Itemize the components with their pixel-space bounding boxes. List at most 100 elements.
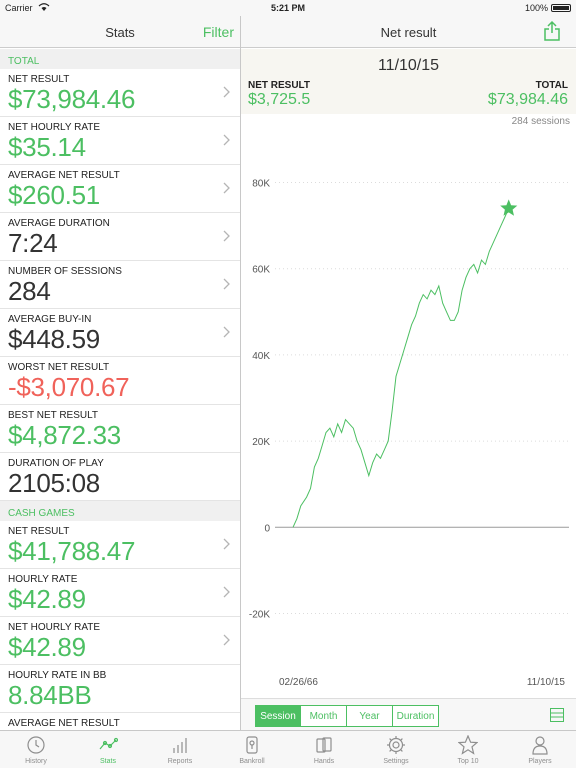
y-tick-label: 80K: [252, 178, 270, 189]
stat-row[interactable]: HOURLY RATE $42.89: [0, 569, 240, 617]
gear-icon: [387, 736, 405, 754]
bankroll-icon: [246, 736, 258, 754]
stat-row: AVERAGE NET RESULT: [0, 713, 240, 730]
segment-year[interactable]: Year: [346, 705, 393, 727]
chevron-right-icon: [223, 182, 230, 194]
last-point-star-marker: [500, 199, 518, 216]
stat-value: $73,984.46: [8, 84, 136, 114]
stats-icon: [99, 737, 118, 750]
stat-label: NET RESULT: [8, 526, 70, 537]
total-value: $73,984.46: [487, 91, 568, 108]
y-tick-label: 40K: [252, 351, 270, 362]
bar-chart-icon: [173, 738, 187, 753]
y-tick-label: 0: [264, 523, 270, 534]
stat-label: AVERAGE NET RESULT: [8, 170, 120, 181]
tab-top-10[interactable]: Top 10: [432, 731, 504, 768]
stat-label: AVERAGE BUY-IN: [8, 314, 92, 325]
series-line: [292, 208, 510, 528]
stats-nav-bar: Stats Filter: [0, 16, 240, 48]
stat-value: 2105:08: [8, 468, 100, 498]
stat-value: 284: [8, 276, 51, 306]
stat-label: AVERAGE DURATION: [8, 218, 110, 229]
filter-button[interactable]: Filter: [202, 24, 234, 40]
section-header: CASH GAMES: [0, 501, 240, 521]
tab-label: Hands: [313, 758, 335, 765]
stat-label: NET HOURLY RATE: [8, 622, 101, 633]
stat-row[interactable]: NET RESULT $41,788.47: [0, 521, 240, 569]
y-tick-label: -20K: [249, 610, 270, 621]
tab-bankroll[interactable]: Bankroll: [216, 731, 288, 768]
stat-row: WORST NET RESULT -$3,070.67: [0, 357, 240, 405]
stat-value: $35.14: [8, 132, 86, 162]
stats-list[interactable]: TOTAL NET RESULT $73,984.46 NET HOURLY RATE…: [0, 49, 240, 730]
detail-nav-bar: Net result: [241, 16, 576, 48]
stats-title: Stats: [105, 25, 135, 40]
tab-label: Top 10: [457, 758, 479, 765]
x-end-label: 11/10/15: [527, 677, 566, 688]
stat-row[interactable]: AVERAGE DURATION 7:24: [0, 213, 240, 261]
stat-value: $4,872.33: [8, 420, 121, 450]
net-result-chart[interactable]: 80K 60K 40K 20K 0 -20K 02/26/66 11/10/15: [241, 128, 576, 698]
tab-hands[interactable]: Hands: [288, 731, 360, 768]
chevron-right-icon: [223, 634, 230, 646]
stat-row[interactable]: AVERAGE NET RESULT $260.51: [0, 165, 240, 213]
status-bar: Carrier 5:21 PM 100%: [0, 0, 576, 16]
tab-bar: History Stats Reports Bankroll Hands Settings…: [0, 730, 576, 768]
tab-players[interactable]: Players: [504, 731, 576, 768]
tab-history[interactable]: History: [0, 731, 72, 768]
battery-percent: 100%: [524, 3, 548, 13]
clock-time: 5:21 PM: [270, 3, 305, 13]
person-icon: [532, 736, 548, 755]
net-result-label: NET RESULT: [248, 80, 311, 91]
tab-label: Stats: [100, 758, 116, 765]
wifi-icon: [38, 3, 50, 11]
stat-value: $260.51: [8, 180, 100, 210]
chevron-right-icon: [223, 278, 230, 290]
chevron-right-icon: [223, 586, 230, 598]
stat-row[interactable]: NUMBER OF SESSIONS 284: [0, 261, 240, 309]
tab-label: Reports: [167, 758, 193, 765]
net-result-value: $3,725.5: [248, 91, 311, 108]
y-tick-label: 20K: [252, 437, 270, 448]
segment-duration[interactable]: Duration: [392, 705, 439, 727]
stat-row[interactable]: NET RESULT $73,984.46: [0, 69, 240, 117]
stat-row: BEST NET RESULT $4,872.33: [0, 405, 240, 453]
tab-reports[interactable]: Reports: [144, 731, 216, 768]
split-divider: [240, 16, 241, 730]
stat-value: -$3,070.67: [8, 372, 130, 402]
clock-icon: [27, 736, 45, 754]
stat-label: NUMBER OF SESSIONS: [8, 266, 122, 277]
stat-label: WORST NET RESULT: [8, 362, 110, 373]
stat-label: BEST NET RESULT: [8, 410, 99, 421]
stat-row: DURATION OF PLAY 2105:08: [0, 453, 240, 501]
period-segmented-control: Session Month Year Duration: [241, 698, 576, 730]
y-tick-label: 60K: [252, 265, 270, 276]
battery-icon: [551, 4, 571, 12]
stat-row[interactable]: AVERAGE BUY-IN $448.59: [0, 309, 240, 357]
total-label: TOTAL: [535, 80, 568, 91]
chevron-right-icon: [223, 326, 230, 338]
stat-label: NET RESULT: [8, 74, 70, 85]
segment-month[interactable]: Month: [300, 705, 347, 727]
stat-label: HOURLY RATE: [8, 574, 78, 585]
stat-label: DURATION OF PLAY: [8, 458, 104, 469]
stat-label: AVERAGE NET RESULT: [8, 718, 120, 729]
selected-date: 11/10/15: [377, 57, 440, 74]
stat-value: $41,788.47: [8, 536, 136, 566]
stat-label: NET HOURLY RATE: [8, 122, 101, 133]
stat-row[interactable]: NET HOURLY RATE $35.14: [0, 117, 240, 165]
tab-label: Bankroll: [239, 758, 265, 765]
tab-stats[interactable]: Stats: [72, 731, 144, 768]
chevron-right-icon: [223, 538, 230, 550]
tab-settings[interactable]: Settings: [360, 731, 432, 768]
stat-value: 8.84BB: [8, 680, 92, 710]
star-icon: [458, 735, 478, 755]
tab-label: Players: [528, 758, 552, 765]
stat-row: HOURLY RATE IN BB 8.84BB: [0, 665, 240, 713]
list-icon[interactable]: [550, 708, 564, 722]
segment-session[interactable]: Session: [255, 705, 301, 727]
stat-row[interactable]: NET HOURLY RATE $42.89: [0, 617, 240, 665]
stat-value: 7:24: [8, 228, 58, 258]
share-icon[interactable]: [542, 20, 562, 42]
stat-value: $42.89: [8, 632, 86, 662]
